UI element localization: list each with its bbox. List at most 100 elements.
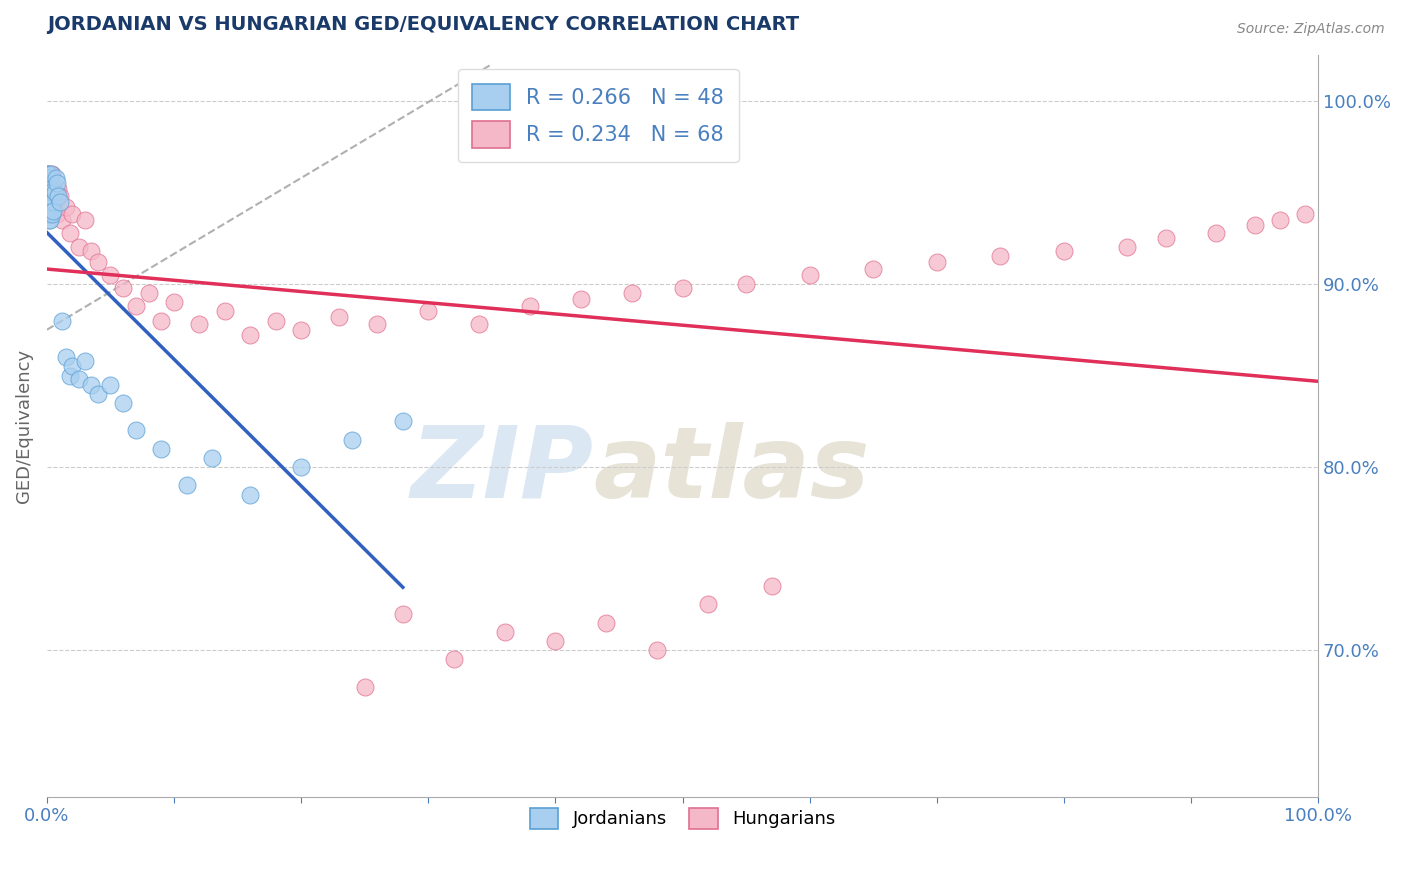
Point [41, 186, 63, 200]
Point [39, 203, 62, 218]
Point [45, 170, 67, 185]
Point [138, 286, 160, 301]
Point [37, 207, 59, 221]
Point [39, 176, 62, 190]
Point [39, 207, 62, 221]
Point [595, 615, 617, 630]
Point [862, 262, 884, 277]
Point [67, 372, 90, 386]
Point [51, 212, 73, 227]
Point [37, 194, 59, 209]
Point [176, 478, 198, 492]
Point [67, 240, 90, 254]
Point [1205, 226, 1227, 240]
Point [150, 313, 173, 327]
Point [87, 387, 110, 401]
Point [42, 203, 65, 218]
Point [37, 186, 59, 200]
Point [418, 304, 440, 318]
Text: ZIP: ZIP [411, 422, 593, 519]
Point [48, 194, 70, 209]
Point [1294, 207, 1316, 221]
Point [1154, 231, 1177, 245]
Point [353, 680, 375, 694]
Point [37, 189, 59, 203]
Y-axis label: GED/Equivalency: GED/Equivalency [15, 349, 32, 503]
Point [100, 377, 122, 392]
Point [443, 652, 465, 666]
Point [494, 624, 516, 639]
Point [468, 317, 491, 331]
Point [340, 433, 363, 447]
Point [328, 310, 350, 324]
Point [38, 186, 60, 200]
Point [60, 359, 83, 374]
Point [39, 186, 62, 200]
Point [544, 634, 567, 648]
Point [37, 167, 59, 181]
Point [37, 182, 59, 196]
Point [1268, 212, 1291, 227]
Point [988, 250, 1011, 264]
Point [55, 350, 77, 364]
Point [37, 167, 59, 181]
Point [39, 176, 62, 190]
Point [163, 295, 186, 310]
Point [73, 354, 96, 368]
Point [59, 226, 82, 240]
Legend: Jordanians, Hungarians: Jordanians, Hungarians [523, 801, 842, 836]
Point [201, 450, 224, 465]
Point [45, 194, 67, 209]
Point [37, 194, 59, 209]
Point [112, 280, 135, 294]
Point [645, 643, 668, 657]
Point [239, 328, 262, 343]
Point [73, 212, 96, 227]
Point [290, 323, 312, 337]
Point [569, 292, 592, 306]
Point [39, 212, 62, 227]
Point [38, 186, 60, 200]
Point [799, 268, 821, 282]
Point [39, 167, 62, 181]
Point [87, 255, 110, 269]
Point [37, 203, 59, 218]
Point [80, 244, 103, 258]
Point [46, 207, 69, 221]
Point [59, 368, 82, 383]
Point [37, 189, 59, 203]
Point [925, 255, 948, 269]
Point [125, 424, 148, 438]
Point [100, 268, 122, 282]
Point [150, 442, 173, 456]
Point [41, 207, 63, 221]
Point [620, 286, 643, 301]
Point [239, 487, 262, 501]
Point [46, 176, 69, 190]
Point [697, 598, 720, 612]
Point [38, 176, 60, 190]
Point [37, 207, 59, 221]
Point [37, 176, 59, 190]
Text: Source: ZipAtlas.com: Source: ZipAtlas.com [1237, 22, 1385, 37]
Point [37, 200, 59, 214]
Point [1243, 219, 1265, 233]
Point [125, 299, 148, 313]
Point [1116, 240, 1139, 254]
Point [519, 299, 541, 313]
Point [366, 317, 388, 331]
Point [392, 607, 415, 621]
Point [51, 313, 73, 327]
Point [392, 414, 415, 428]
Point [55, 200, 77, 214]
Point [37, 167, 59, 181]
Point [38, 212, 60, 227]
Point [761, 579, 783, 593]
Point [42, 194, 65, 209]
Point [46, 182, 69, 196]
Point [80, 377, 103, 392]
Text: atlas: atlas [593, 422, 870, 519]
Point [41, 189, 63, 203]
Point [38, 194, 60, 209]
Text: JORDANIAN VS HUNGARIAN GED/EQUIVALENCY CORRELATION CHART: JORDANIAN VS HUNGARIAN GED/EQUIVALENCY C… [46, 15, 799, 34]
